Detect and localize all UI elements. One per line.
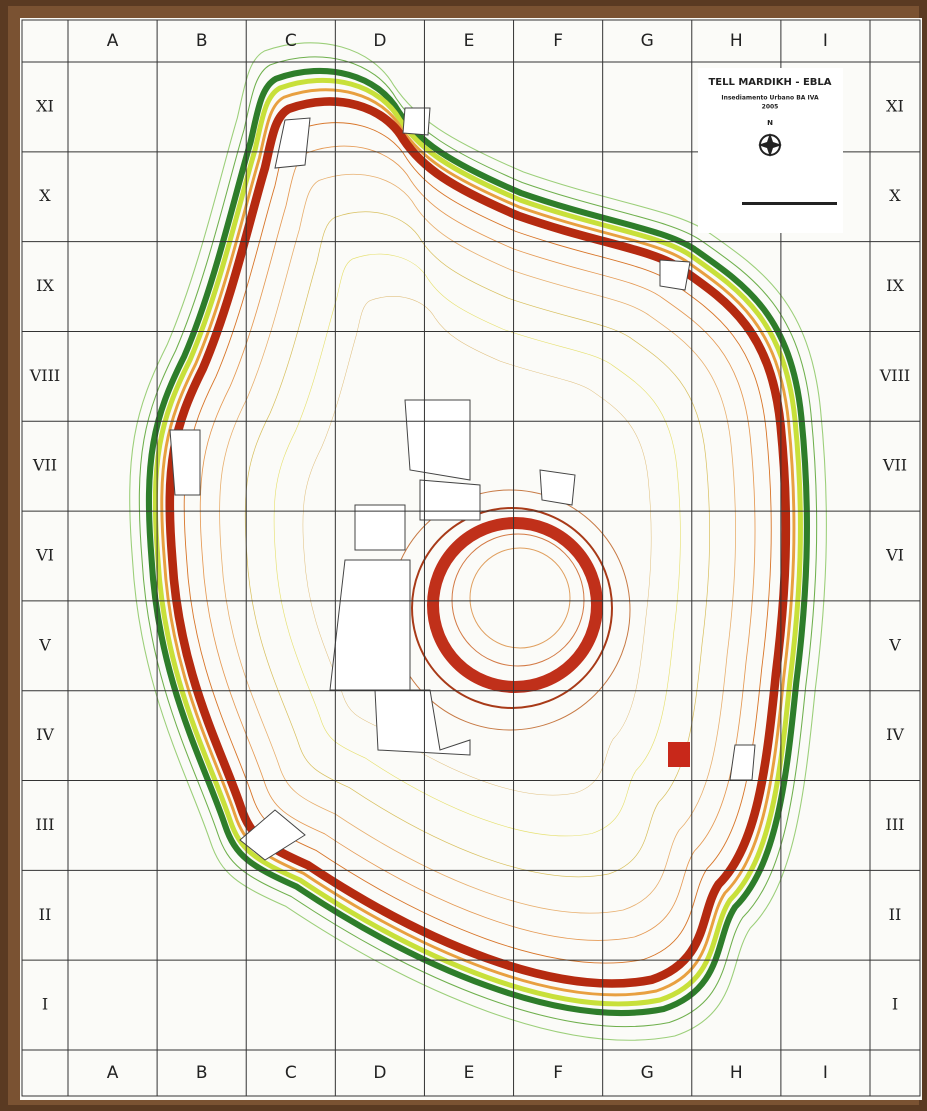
column-label: B <box>196 1063 208 1083</box>
row-label: IX <box>886 276 904 295</box>
row-label: VI <box>35 546 54 565</box>
row-label: XI <box>36 96 54 115</box>
row-label: IX <box>36 276 54 295</box>
row-label: VII <box>32 456 57 475</box>
row-label: II <box>39 905 52 924</box>
legend-subtitle: Insediamento Urbano BA IVA <box>721 95 819 102</box>
column-label: H <box>730 31 743 51</box>
column-label: I <box>823 1063 828 1083</box>
row-label: VII <box>882 456 907 475</box>
row-label: XI <box>886 96 904 115</box>
column-label: F <box>553 1063 563 1083</box>
page: TELL MARDIKH - EBLA Insediamento Urbano … <box>0 0 927 1111</box>
row-label: II <box>889 905 902 924</box>
column-label: C <box>285 31 297 51</box>
column-label: E <box>464 31 475 51</box>
row-label: IV <box>886 725 904 744</box>
row-label: VIII <box>29 366 61 385</box>
row-label: V <box>38 635 51 654</box>
legend-title: TELL MARDIKH - EBLA <box>708 77 831 88</box>
north-label: N <box>767 119 773 127</box>
red-area <box>668 742 690 767</box>
column-label: H <box>730 1063 743 1083</box>
column-label: D <box>373 1063 386 1083</box>
column-label: E <box>464 1063 475 1083</box>
column-label: B <box>196 31 208 51</box>
map: TELL MARDIKH - EBLA Insediamento Urbano … <box>0 0 927 1111</box>
row-label: III <box>886 815 905 834</box>
column-label: A <box>107 1063 119 1083</box>
legend-box: TELL MARDIKH - EBLA Insediamento Urbano … <box>698 68 843 233</box>
row-label: I <box>42 995 48 1014</box>
row-label: VIII <box>879 366 911 385</box>
row-label: I <box>892 995 898 1014</box>
row-label: IV <box>36 725 54 744</box>
column-label: C <box>285 1063 297 1083</box>
row-label: V <box>888 635 901 654</box>
column-label: A <box>107 31 119 51</box>
row-label: III <box>36 815 55 834</box>
column-label: I <box>823 31 828 51</box>
column-label: G <box>641 31 654 51</box>
column-label: F <box>553 31 563 51</box>
column-label: D <box>373 31 386 51</box>
row-label: X <box>889 186 901 205</box>
row-label: X <box>39 186 51 205</box>
legend-year: 2005 <box>762 104 779 111</box>
row-label: VI <box>885 546 904 565</box>
column-label: G <box>641 1063 654 1083</box>
scale-bar <box>742 202 837 205</box>
